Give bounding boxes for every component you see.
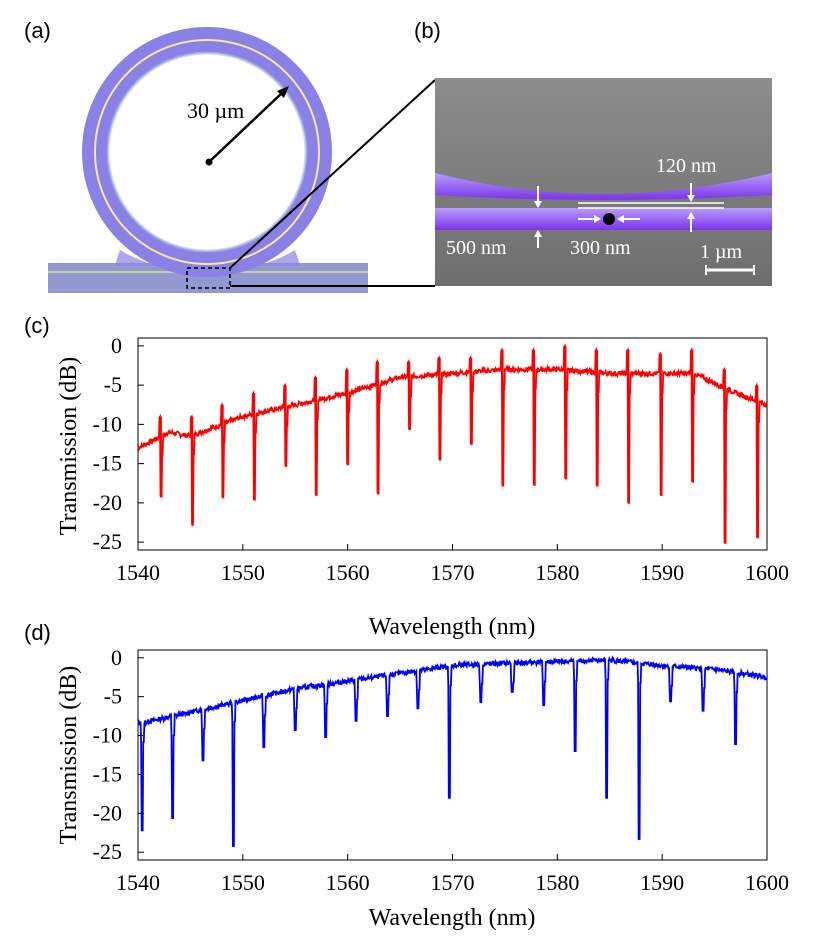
chart-c-ylabel: Transmission (dB) xyxy=(56,357,82,535)
chart-d-series-line xyxy=(137,655,768,847)
sem-ring-waveguide xyxy=(435,173,772,200)
chart-c-resonance-dip xyxy=(564,477,567,480)
chart-d: 0 -5 -10 -15 -20 -25 1540 1550 1560 1570 1580 1590… xyxy=(56,645,789,931)
chart-d-ytick-label: -20 xyxy=(93,800,122,825)
radius-label: 30 µm xyxy=(187,98,244,123)
chart-c-resonance-dip xyxy=(470,443,473,445)
chart-d-resonance-dip xyxy=(669,700,672,703)
chart-d-ytick-label: -25 xyxy=(93,839,122,864)
chart-c-resonance-dip xyxy=(533,484,536,486)
chart-c-ytick-label: -10 xyxy=(93,411,122,436)
chart-c-xtick-label: 1570 xyxy=(431,560,475,585)
chart-d-resonance-dip xyxy=(171,817,174,819)
chart-c-ytick-label: 0 xyxy=(111,333,122,358)
chart-d-ytick-label: -5 xyxy=(104,684,122,709)
scale-bar-label: 1 µm xyxy=(700,241,743,263)
chart-d-resonance-dip xyxy=(263,746,265,749)
ring-resonator xyxy=(82,27,332,277)
chart-d-resonance-dip xyxy=(417,707,419,710)
chart-d-resonance-dip xyxy=(638,838,640,840)
chart-c: 0 -5 -10 -15 -20 -25 1540 1550 1560 1570 1580 1590… xyxy=(56,333,789,640)
zoom-line-top xyxy=(229,79,436,269)
chart-c-resonance-dip xyxy=(253,498,256,501)
chart-c-xtick-label: 1540 xyxy=(116,560,160,585)
chart-c-xtick-label: 1550 xyxy=(221,560,265,585)
chart-c-resonance-dip xyxy=(660,494,662,496)
chart-c-resonance-dip xyxy=(408,428,411,430)
chart-c-resonance-dip xyxy=(756,536,759,539)
chart-d-resonance-dip xyxy=(734,743,737,745)
panel-label-c: (c) xyxy=(24,313,50,338)
chart-c-resonance-dip xyxy=(346,463,349,466)
chart-c-resonance-dip xyxy=(315,494,318,496)
chart-d-xtick-label: 1570 xyxy=(431,870,475,895)
panel-label-b: (b) xyxy=(414,18,441,43)
chart-c-resonance-dip xyxy=(502,484,504,487)
chart-d-xtick-label: 1580 xyxy=(535,870,579,895)
chart-d-xlabel: Wavelength (nm) xyxy=(369,905,536,931)
chart-d-resonance-dip xyxy=(480,701,482,703)
chart-d-xtick-label: 1600 xyxy=(745,870,789,895)
gap-label: 120 nm xyxy=(656,155,717,177)
chart-d-resonance-dip xyxy=(542,704,545,707)
chart-d-resonance-dip xyxy=(574,750,576,752)
chart-d-ytick-label: -10 xyxy=(93,723,122,748)
chart-c-resonance-dip xyxy=(439,458,441,461)
chart-d-xtick-label: 1550 xyxy=(221,870,265,895)
chart-c-series-line xyxy=(137,343,768,544)
chart-d-xtick-label: 1560 xyxy=(326,870,370,895)
zoom-box xyxy=(186,267,231,289)
chart-d-resonance-dip xyxy=(232,845,235,847)
chart-c-ytick-label: -20 xyxy=(93,490,122,515)
chart-d-resonance-dip xyxy=(448,796,451,799)
chart-c-ytick-label: -5 xyxy=(104,372,122,397)
chart-c-ytick-label: -25 xyxy=(93,529,122,554)
chart-d-resonance-dip xyxy=(386,715,389,717)
chart-d-ytick-label: -15 xyxy=(93,761,122,786)
chart-d-resonance-dip xyxy=(141,829,143,832)
chart-c-resonance-dip xyxy=(222,496,224,499)
width-label: 500 nm xyxy=(446,237,507,259)
chart-d-ytick-label: 0 xyxy=(111,645,122,670)
chart-d-xtick-label: 1540 xyxy=(116,870,160,895)
particle-size-label: 300 nm xyxy=(570,237,631,259)
chart-c-resonance-dip xyxy=(285,465,287,467)
chart-d-resonance-dip xyxy=(294,729,297,731)
chart-c-resonance-dip xyxy=(160,495,162,498)
chart-d-resonance-dip xyxy=(324,736,327,738)
chart-d-resonance-dip xyxy=(355,719,357,722)
chart-d-resonance-dip xyxy=(702,709,704,712)
panel-label-d: (d) xyxy=(24,620,51,645)
chart-d-resonance-dip xyxy=(511,691,514,693)
chart-c-resonance-dip xyxy=(691,480,694,483)
chart-d-ylabel: Transmission (dB) xyxy=(56,666,82,844)
chart-c-ytick-label: -15 xyxy=(93,451,122,476)
chart-c-resonance-dip xyxy=(191,524,194,526)
chart-c-xtick-label: 1580 xyxy=(535,560,579,585)
chart-c-resonance-dip xyxy=(596,484,598,487)
chart-c-xtick-label: 1600 xyxy=(745,560,789,585)
chart-d-xtick-label: 1590 xyxy=(640,870,684,895)
chart-c-resonance-dip xyxy=(377,492,379,495)
chart-c-resonance-dip xyxy=(627,502,630,504)
chart-c-xtick-label: 1560 xyxy=(326,560,370,585)
chart-c-xlabel: Wavelength (nm) xyxy=(369,614,536,640)
microring-image: 30 µm xyxy=(48,27,436,293)
sem-image: 120 nm 500 nm 300 nm 1 µm xyxy=(435,78,772,286)
nanoparticle-dot xyxy=(603,213,615,225)
chart-c-frame xyxy=(137,337,768,551)
panel-label-a: (a) xyxy=(24,18,51,43)
chart-d-resonance-dip xyxy=(605,796,608,799)
chart-d-resonance-dip xyxy=(202,759,204,762)
chart-c-resonance-dip xyxy=(724,542,726,544)
chart-c-xtick-label: 1590 xyxy=(640,560,684,585)
